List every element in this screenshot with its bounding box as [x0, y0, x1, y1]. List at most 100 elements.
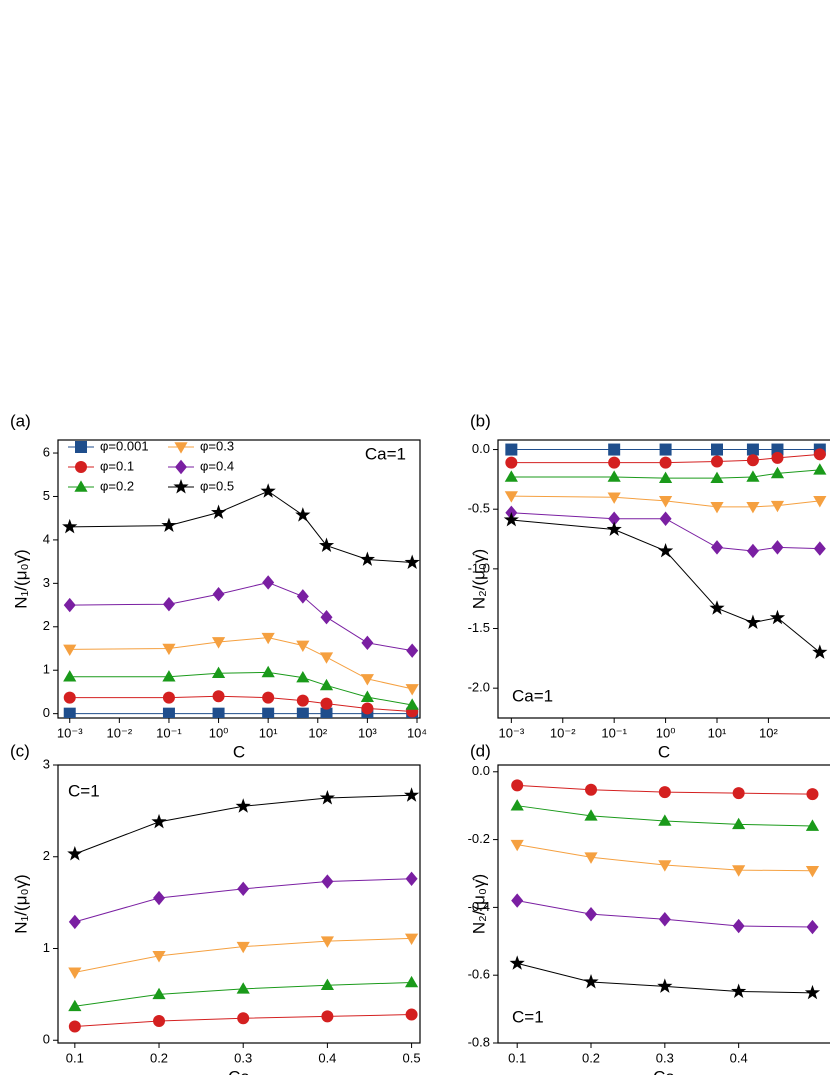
- legend-marker: [74, 480, 88, 492]
- y-tick-label: 3: [43, 575, 50, 590]
- marker: [745, 614, 761, 630]
- marker: [584, 852, 598, 864]
- x-tick-label: 10⁻²: [550, 725, 576, 740]
- marker: [510, 799, 524, 811]
- marker: [813, 463, 827, 475]
- marker: [68, 999, 82, 1012]
- legend-marker: [173, 479, 189, 494]
- legend-marker: [174, 442, 188, 454]
- axes-frame: [497, 439, 830, 719]
- marker: [63, 670, 77, 682]
- legend-label: φ=0.001: [100, 438, 149, 453]
- marker: [657, 542, 674, 558]
- marker: [746, 543, 759, 559]
- marker: [608, 456, 621, 469]
- marker: [510, 839, 524, 852]
- marker: [504, 470, 518, 482]
- marker: [212, 587, 225, 602]
- x-tick-label: 0.5: [403, 1050, 421, 1065]
- marker: [162, 643, 176, 656]
- marker: [511, 893, 524, 908]
- plot-area: [62, 483, 420, 718]
- y-tick-label: 0: [43, 705, 50, 720]
- y-tick-label: 2: [43, 848, 50, 863]
- marker: [746, 454, 759, 467]
- series-line: [69, 637, 413, 690]
- legend-marker: [75, 441, 87, 453]
- x-tick-label: 10²: [308, 725, 327, 740]
- plot-area: [503, 443, 828, 659]
- marker: [804, 984, 821, 1000]
- legend-marker: [175, 459, 187, 475]
- marker: [732, 918, 745, 934]
- marker: [405, 1008, 418, 1021]
- marker: [406, 643, 419, 658]
- marker: [746, 502, 760, 514]
- y-tick-label: 1: [43, 662, 50, 677]
- marker: [805, 819, 820, 831]
- marker: [162, 707, 175, 718]
- marker: [320, 978, 334, 990]
- y-tick-label: 2: [43, 618, 50, 633]
- marker: [63, 644, 77, 656]
- x-tick-label: 10⁰: [209, 725, 229, 740]
- series-line: [69, 581, 413, 652]
- marker: [319, 790, 336, 805]
- marker: [261, 632, 275, 645]
- series-line: [69, 671, 413, 706]
- marker: [710, 455, 723, 468]
- x-axis-label: Ca: [653, 1067, 675, 1075]
- marker: [360, 690, 374, 702]
- marker: [608, 443, 621, 456]
- marker: [404, 554, 420, 569]
- marker: [405, 871, 418, 886]
- x-tick-label: 10³: [358, 725, 377, 740]
- marker: [235, 798, 251, 813]
- marker: [152, 951, 166, 963]
- marker: [320, 610, 333, 625]
- marker: [152, 987, 166, 1000]
- marker: [320, 707, 333, 718]
- marker: [404, 933, 419, 946]
- panel-label: (c): [10, 741, 30, 760]
- marker: [404, 975, 419, 988]
- y-axis-label: N₁/(μ₀γ̇): [11, 549, 30, 608]
- marker: [260, 483, 276, 498]
- marker: [261, 665, 275, 678]
- marker: [405, 684, 419, 696]
- marker: [503, 511, 519, 527]
- marker: [709, 600, 725, 615]
- marker: [236, 941, 250, 954]
- marker: [658, 471, 673, 483]
- marker: [321, 1010, 334, 1023]
- axes-frame: [57, 764, 421, 1044]
- marker: [212, 707, 225, 718]
- y-tick-label: -0.5: [468, 501, 490, 516]
- marker: [769, 609, 786, 625]
- marker: [403, 787, 420, 802]
- marker: [657, 978, 673, 993]
- x-tick-label: 0.3: [234, 1050, 252, 1065]
- marker: [262, 707, 275, 718]
- marker: [770, 500, 785, 513]
- x-tick-label: 10⁻¹: [156, 725, 182, 740]
- marker: [296, 640, 310, 653]
- marker: [511, 779, 524, 792]
- marker: [606, 521, 622, 536]
- x-tick-label: 10⁴: [407, 725, 427, 740]
- legend-label: φ=0.1: [100, 458, 134, 473]
- y-axis-label: N₂/(μ₀γ̇): [469, 874, 488, 934]
- marker: [151, 813, 167, 829]
- marker: [746, 443, 759, 456]
- y-tick-label: -0.4: [468, 899, 490, 914]
- marker: [805, 865, 820, 878]
- marker: [608, 511, 621, 526]
- marker: [296, 707, 309, 718]
- marker: [812, 644, 828, 659]
- marker: [153, 1014, 166, 1027]
- annotation: C=1: [68, 781, 100, 800]
- marker: [67, 845, 83, 861]
- marker: [296, 694, 309, 707]
- marker: [237, 881, 250, 897]
- marker: [658, 814, 672, 826]
